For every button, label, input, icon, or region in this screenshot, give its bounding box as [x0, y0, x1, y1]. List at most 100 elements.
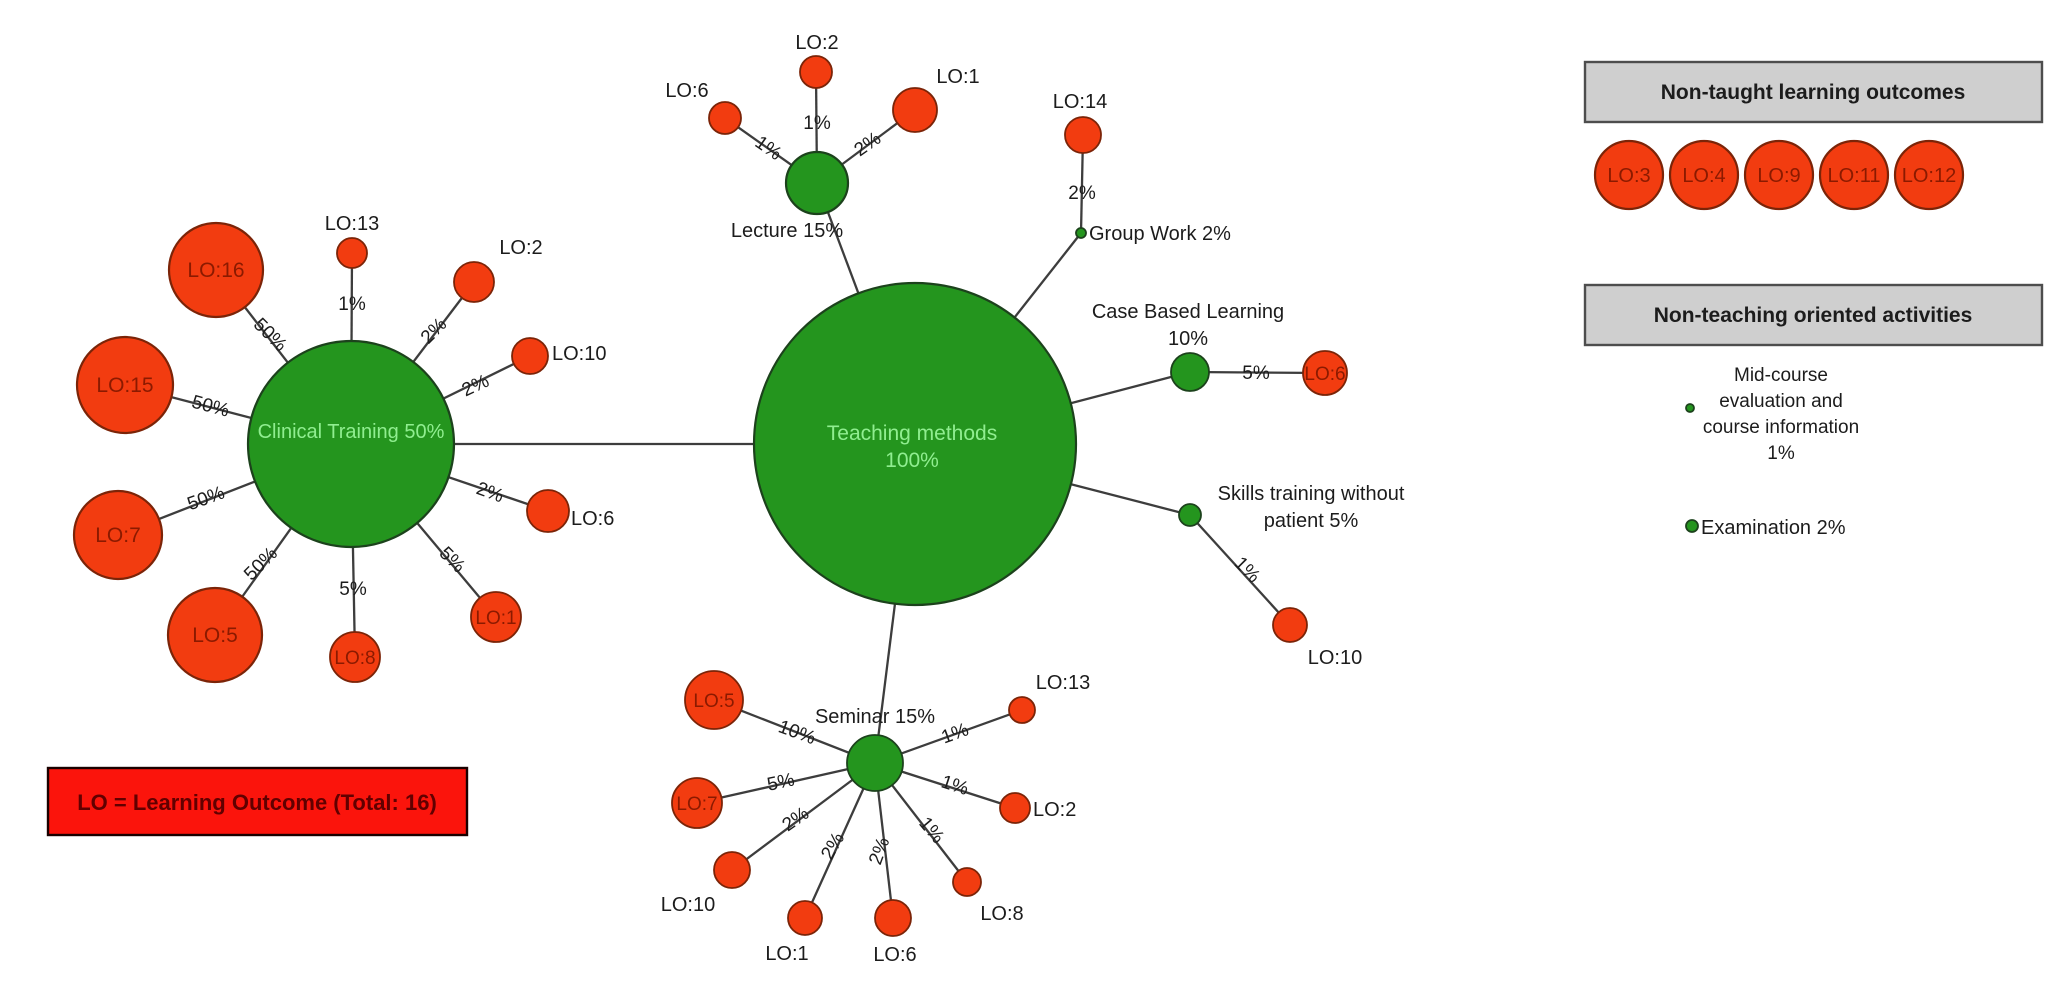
node-label-nt-lo12: LO:12 — [1902, 165, 1956, 187]
node-label-nt-lo3: LO:3 — [1607, 165, 1650, 187]
node-label-clin-lo7: LO:7 — [95, 524, 141, 547]
node-lect-lo6 — [708, 101, 742, 135]
node-sem-lo10 — [713, 851, 751, 889]
non-taught-outcomes-box-title: Non-taught learning outcomes — [1661, 81, 1966, 104]
edge-label-seminar-sem-lo5: 10% — [775, 716, 818, 749]
node-nt-lo11 — [1818, 139, 1890, 211]
edge-label-clinical-clin-lo7: 50% — [185, 482, 228, 515]
edge-label-cbl-cbl-lo6: 5% — [1242, 363, 1270, 384]
node-clin-lo15 — [75, 335, 175, 435]
non-taught-outcomes-box — [1583, 60, 2044, 124]
node-sem-lo7 — [671, 777, 723, 829]
node-nt-lo9 — [1743, 139, 1815, 211]
node-label-seminar: Seminar 15% — [815, 706, 935, 728]
node-teaching — [752, 281, 1078, 607]
edge-label-seminar-sem-lo6: 2% — [865, 835, 894, 868]
node-label-sem-lo6: LO:6 — [873, 944, 916, 966]
node-sem-lo5 — [684, 670, 744, 730]
node-label-examination: Examination 2% — [1701, 517, 1846, 539]
lo-key-box — [46, 766, 469, 837]
node-label-skills: Skills training without patient 5% — [1218, 483, 1405, 532]
node-label-teaching: Teaching methods 100% — [827, 422, 997, 472]
node-clin-lo2 — [453, 261, 495, 303]
edge-label-seminar-sem-lo8: 1% — [914, 813, 948, 848]
node-label-lect-lo6: LO:6 — [665, 80, 708, 102]
node-lecture — [784, 150, 850, 216]
node-label-lect-lo1: LO:1 — [936, 66, 979, 88]
node-label-clin-lo13: LO:13 — [325, 213, 379, 235]
node-clin-lo5 — [166, 586, 264, 684]
node-label-clin-lo15: LO:15 — [96, 374, 153, 397]
node-examination — [1685, 519, 1699, 533]
node-gw-lo14 — [1064, 116, 1102, 154]
node-seminar — [846, 734, 904, 792]
node-label-sem-lo1: LO:1 — [765, 943, 808, 965]
node-label-clin-lo6: LO:6 — [571, 508, 614, 530]
edge-label-clinical-clin-lo1: 5% — [435, 543, 469, 577]
node-label-clin-lo2: LO:2 — [499, 237, 542, 259]
node-label-gw-lo14: LO:14 — [1053, 91, 1107, 113]
node-sem-lo1 — [787, 900, 823, 936]
node-label-groupwork: Group Work 2% — [1089, 223, 1231, 245]
node-clin-lo16 — [167, 221, 265, 319]
node-label-clin-lo10: LO:10 — [552, 343, 606, 365]
node-label-clinical: Clinical Training 50% — [258, 421, 445, 443]
node-skills-lo10 — [1272, 607, 1308, 643]
edge-label-groupwork-gw-lo14: 2% — [1068, 183, 1096, 204]
edge-seminar-sem-lo10 — [731, 762, 876, 871]
edge-label-seminar-sem-lo1: 2% — [817, 829, 849, 863]
node-label-midcourse: Mid-course evaluation and course informati… — [1703, 365, 1859, 464]
node-clin-lo1 — [470, 591, 522, 643]
edge-label-seminar-sem-lo13: 1% — [939, 719, 972, 748]
node-clin-lo8 — [329, 631, 381, 683]
edge-label-seminar-sem-lo2: 1% — [938, 772, 971, 800]
node-label-clin-lo5: LO:5 — [192, 624, 238, 647]
node-clin-lo6 — [526, 489, 570, 533]
node-lect-lo2 — [799, 55, 833, 89]
node-sem-lo8 — [952, 867, 982, 897]
edge-label-lecture-lect-lo6: 1% — [751, 132, 786, 165]
node-nt-lo4 — [1668, 139, 1740, 211]
edge-label-clinical-clin-lo6: 2% — [473, 478, 506, 507]
node-skills — [1178, 503, 1202, 527]
edge-label-skills-skills-lo10: 1% — [1230, 553, 1264, 587]
node-nt-lo12 — [1893, 139, 1965, 211]
node-label-sem-lo13: LO:13 — [1036, 672, 1090, 694]
node-label-clin-lo16: LO:16 — [187, 259, 244, 282]
node-sem-lo13 — [1008, 696, 1036, 724]
edge-label-lecture-lect-lo2: 1% — [803, 113, 831, 134]
node-clin-lo7 — [72, 489, 164, 581]
node-sem-lo2 — [999, 792, 1031, 824]
node-clinical — [246, 339, 456, 549]
node-label-nt-lo4: LO:4 — [1682, 165, 1725, 187]
node-label-sem-lo5: LO:5 — [693, 691, 734, 712]
non-teaching-activities-box-title: Non-teaching oriented activities — [1654, 304, 1973, 327]
node-label-clin-lo8: LO:8 — [334, 648, 375, 669]
node-label-clin-lo1: LO:1 — [475, 608, 516, 629]
node-label-nt-lo9: LO:9 — [1757, 165, 1800, 187]
edge-label-clinical-clin-lo13: 1% — [338, 294, 366, 315]
edge-skills-skills-lo10 — [1189, 514, 1291, 626]
node-label-cbl: Case Based Learning 10% — [1092, 301, 1284, 350]
node-sem-lo6 — [874, 899, 912, 937]
node-label-skills-lo10: LO:10 — [1308, 647, 1362, 669]
node-label-sem-lo7: LO:7 — [676, 794, 717, 815]
node-label-lect-lo2: LO:2 — [795, 32, 838, 54]
non-teaching-activities-box — [1583, 283, 2044, 347]
node-label-nt-lo11: LO:11 — [1828, 165, 1881, 187]
edge-label-clinical-clin-lo10: 2% — [459, 371, 493, 402]
node-cbl — [1170, 352, 1210, 392]
node-label-lecture: Lecture 15% — [731, 220, 844, 242]
edge-label-clinical-clin-lo8: 5% — [339, 579, 367, 600]
edge-label-seminar-sem-lo7: 5% — [765, 769, 796, 795]
node-label-sem-lo2: LO:2 — [1033, 799, 1076, 821]
node-clin-lo10 — [511, 337, 549, 375]
node-label-cbl-lo6: LO:6 — [1304, 364, 1345, 385]
node-nt-lo3 — [1593, 139, 1665, 211]
node-groupwork — [1075, 227, 1087, 239]
lo-key-box-title: LO = Learning Outcome (Total: 16) — [77, 790, 437, 815]
node-clin-lo13 — [336, 237, 368, 269]
node-label-sem-lo10: LO:10 — [661, 894, 715, 916]
